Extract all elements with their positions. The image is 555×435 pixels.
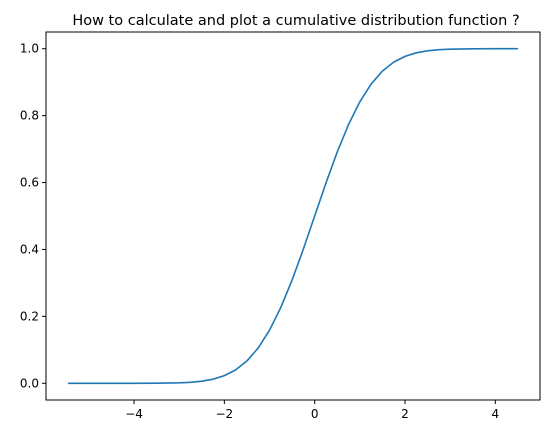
x-axis: −4 −2 0 2 4 [125,400,499,421]
series-line-0 [69,49,518,384]
y-tick-label: 1.0 [20,42,39,56]
x-tick-label: 4 [491,407,499,421]
x-tick-label: −2 [216,407,234,421]
x-tick-label: 0 [311,407,319,421]
y-tick-label: 0.4 [20,242,39,256]
y-tick-label: 0.0 [20,376,39,390]
x-tick-label: 2 [401,407,409,421]
x-tick-label: −4 [125,407,143,421]
y-tick-label: 0.6 [20,176,39,190]
y-tick-label: 0.8 [20,109,39,123]
chart-title: How to calculate and plot a cumulative d… [72,13,519,29]
series-layer [69,49,518,384]
y-axis: 0.0 0.2 0.4 0.6 0.8 1.0 [20,42,46,391]
y-tick-label: 0.2 [20,309,39,323]
plot-area-frame [46,32,540,400]
